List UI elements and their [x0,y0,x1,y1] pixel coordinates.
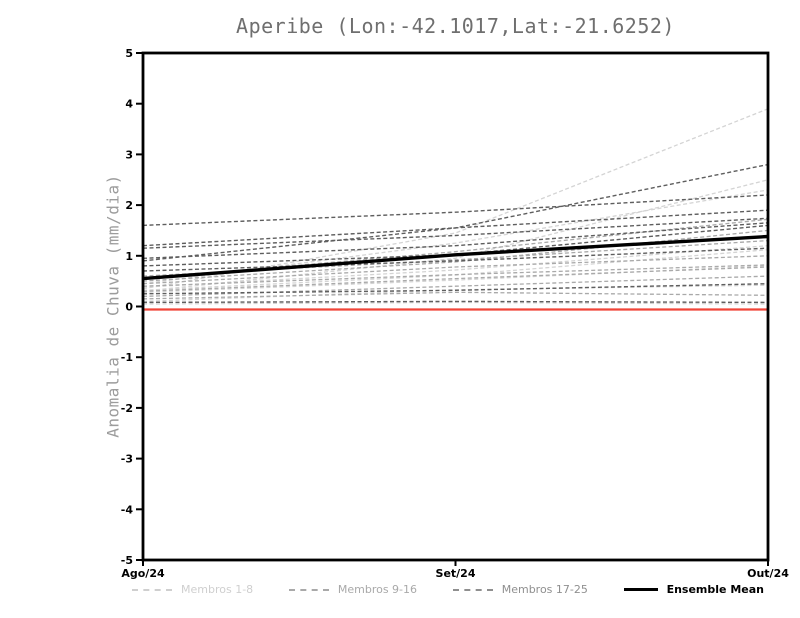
legend-label: Ensemble Mean [666,583,764,596]
legend-label: Membros 1-8 [181,583,254,596]
member-line [142,247,769,272]
y-tick-label: -2 [121,402,133,415]
member-line [142,264,769,287]
legend-label: Membros 9-16 [337,583,418,596]
x-tick-label: Set/24 [436,567,476,580]
member-line [142,283,769,295]
chart-title: Aperibe (Lon:-42.1017,Lat:-21.6252) [236,14,675,38]
chart-legend: Membros 1-8 Membros 9-16 Membros 17-25 E… [132,583,764,596]
member-line [142,217,769,249]
y-tick-label: 4 [125,98,133,111]
legend-line-sample-dark-dashed [452,588,493,591]
plot-frame [141,51,770,562]
y-tick-label: 2 [125,199,133,212]
y-tick-label: -4 [121,503,134,516]
member-line [142,222,769,259]
y-tick-label: -1 [121,351,133,364]
legend-line-sample-light-dashed [132,588,172,591]
y-tick-label: 5 [125,47,133,60]
member-line [142,245,769,288]
x-tick-label: Out/24 [747,567,789,580]
y-tick-label: -3 [121,453,133,466]
member-line [142,194,769,227]
ensemble-mean-line [142,234,769,281]
y-tick-label: 1 [125,250,133,263]
member-line [142,179,769,292]
member-line [142,291,769,300]
member-line [142,163,769,262]
legend-label: Membros 17-25 [501,583,588,596]
legend-item-ensemble-mean: Ensemble Mean [623,583,764,596]
member-line [142,255,769,285]
legend-item-membros-17-25: Membros 17-25 [452,583,588,596]
y-tick-label: -5 [121,554,133,567]
y-tick-label: 3 [125,148,133,161]
legend-line-sample-medium-dashed [288,588,329,591]
y-tick-label: 0 [125,301,133,314]
member-line [142,300,769,304]
x-tick-label: Ago/24 [121,567,165,580]
member-line [142,266,769,292]
legend-item-membros-9-16: Membros 9-16 [288,583,418,596]
legend-line-sample-mean-solid [623,588,658,591]
legend-item-membros-1-8: Membros 1-8 [132,583,253,596]
member-line [142,301,769,305]
